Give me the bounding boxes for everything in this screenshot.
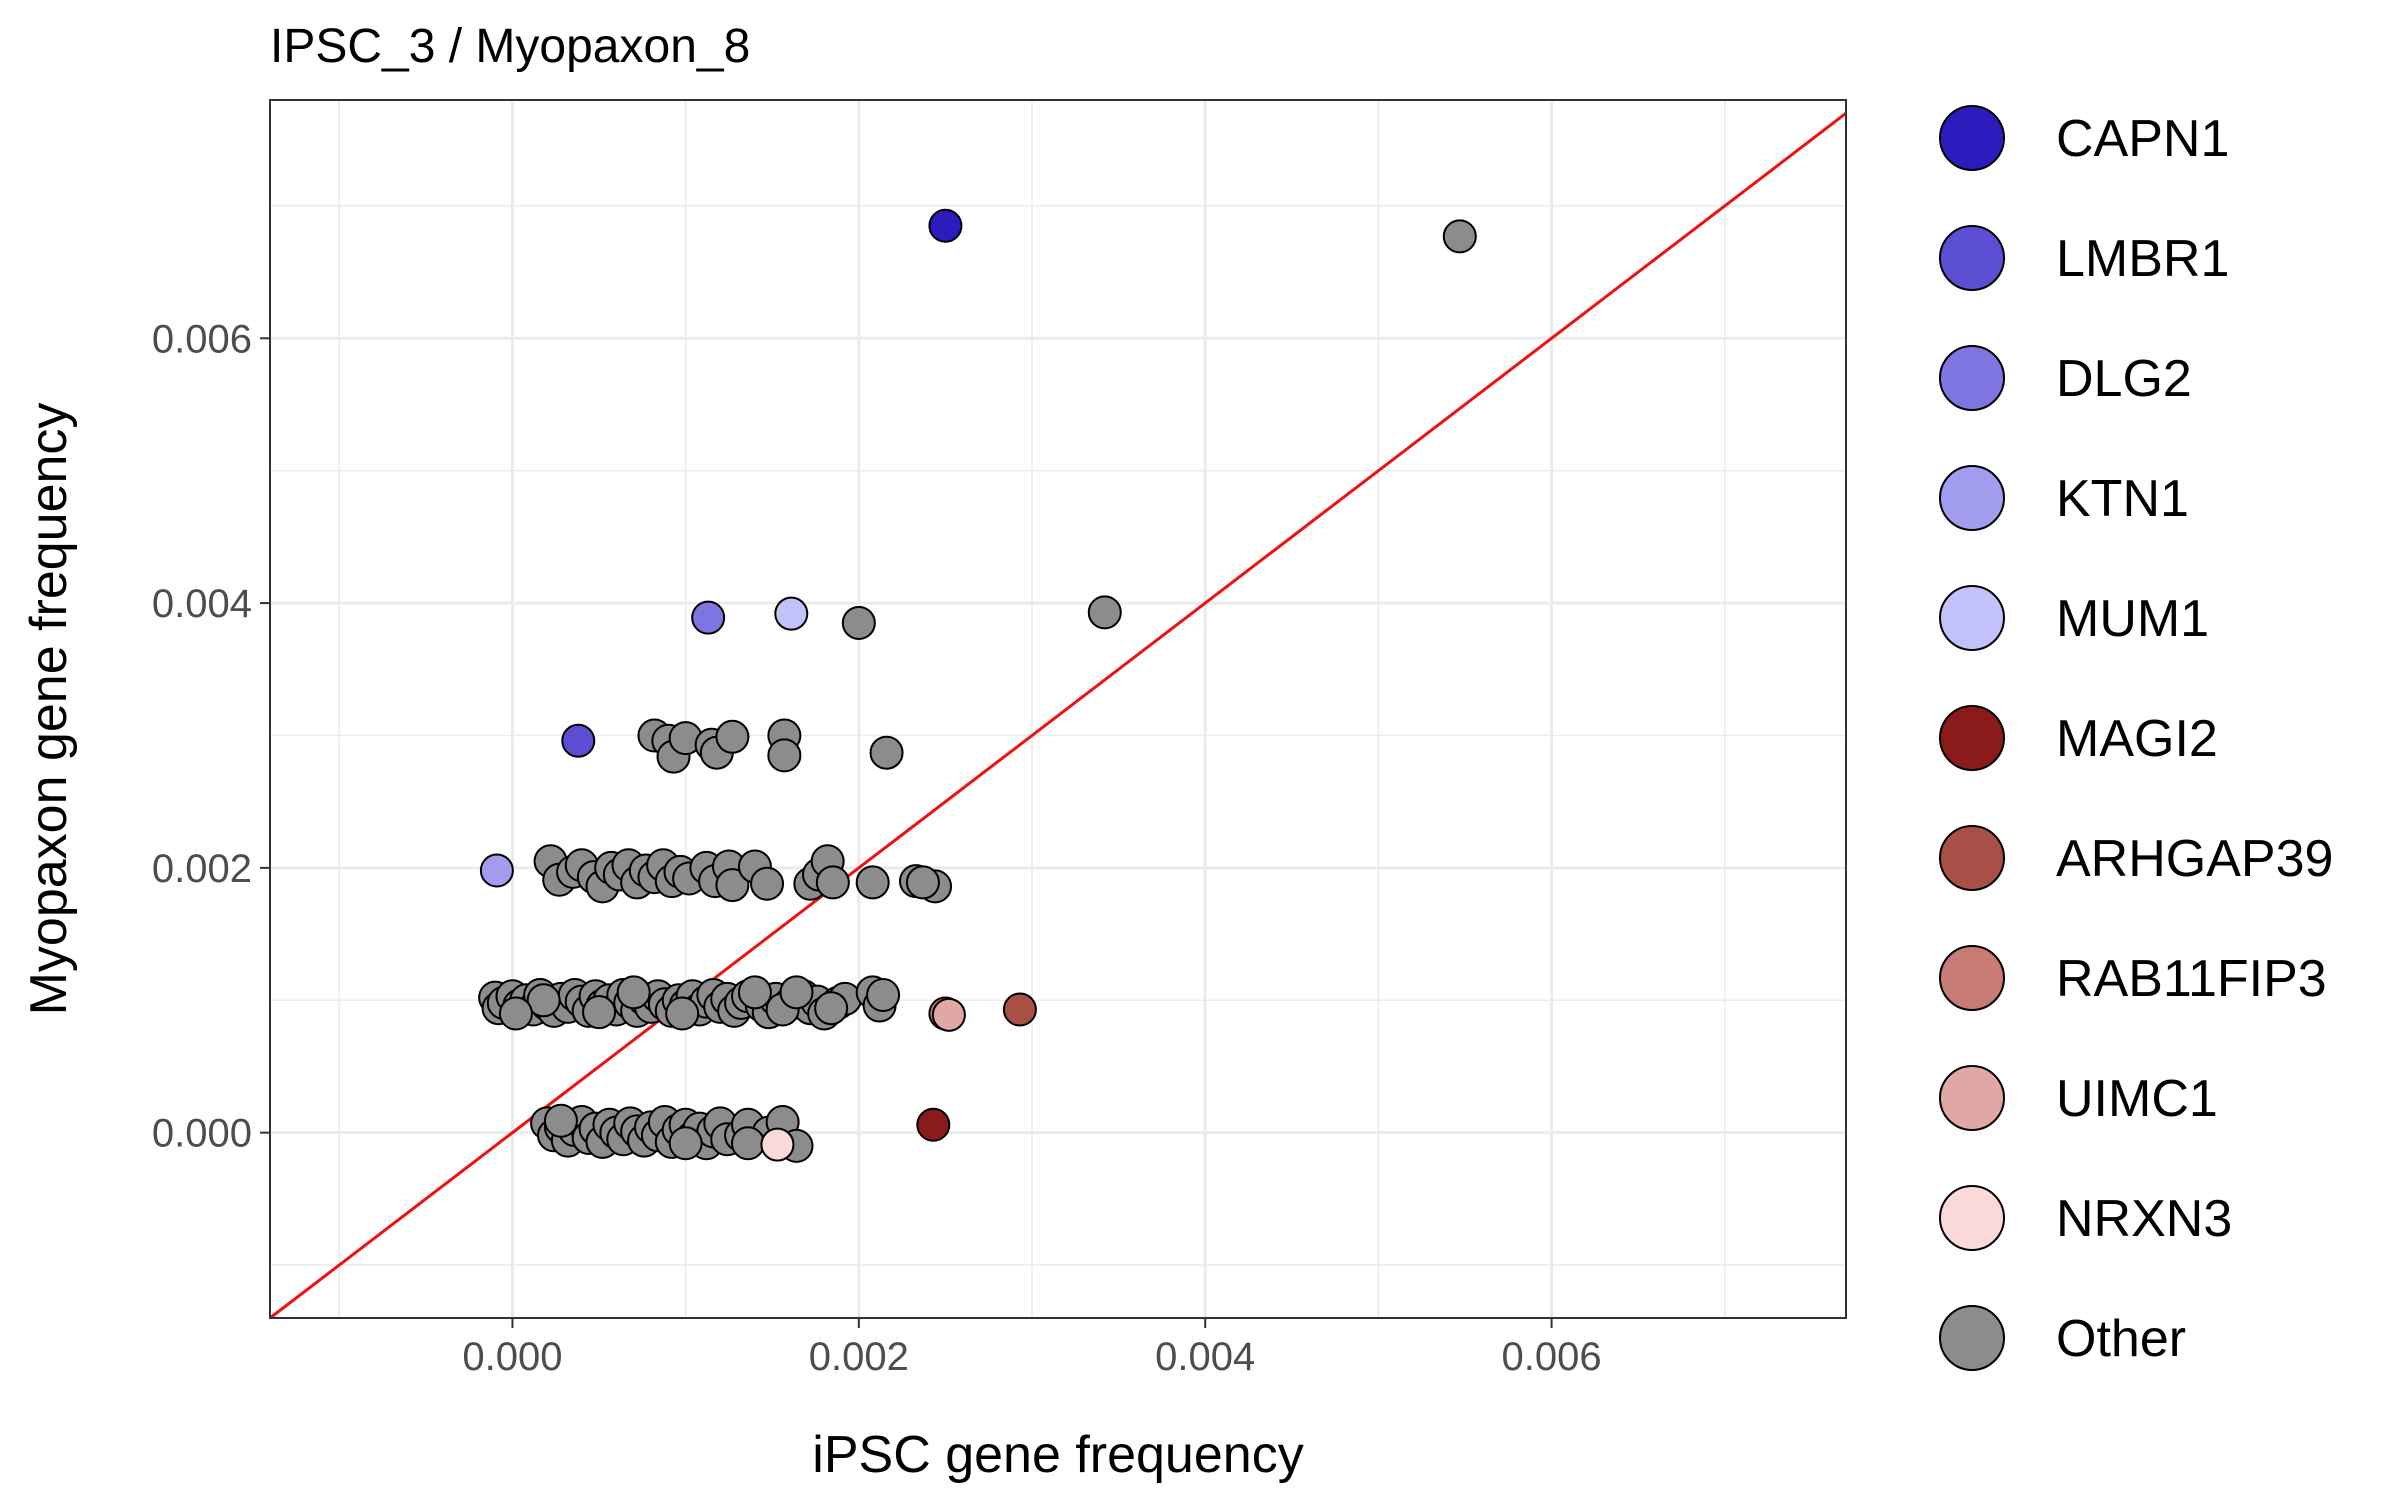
data-point-magi2 <box>916 1107 951 1142</box>
legend-label-magi2: MAGI2 <box>2056 710 2218 768</box>
x-tick-label: 0.004 <box>1155 1335 1255 1379</box>
legend-label-ktn1: KTN1 <box>2056 470 2189 528</box>
legend-key-ktn1 <box>1939 465 2005 531</box>
data-point-other <box>855 865 890 900</box>
legend-label-capn1: CAPN1 <box>2056 110 2229 168</box>
data-point-other <box>779 975 814 1010</box>
plot-panel <box>270 100 1846 1318</box>
data-point-other <box>582 995 617 1030</box>
legend-key-lmbr1 <box>1939 225 2005 291</box>
legend-key-magi2 <box>1939 705 2005 771</box>
legend: CAPN1 LMBR1 DLG2 KTN1 MUM1 MAGI2 ARHGAP39 RAB11… <box>1939 105 2333 1371</box>
y-tick-label: 0.002 <box>152 847 252 891</box>
legend-key-nrxn3 <box>1939 1185 2005 1251</box>
data-point-mum1 <box>774 596 809 631</box>
data-point-other <box>715 868 750 903</box>
data-point-other <box>730 1126 765 1161</box>
y-tick-label: 0.006 <box>152 317 252 361</box>
data-point-other <box>498 996 533 1031</box>
x-tick-label: 0.006 <box>1502 1335 1602 1379</box>
data-point-other <box>815 865 850 900</box>
data-point-other <box>1442 219 1477 254</box>
legend-key-other <box>1939 1305 2005 1371</box>
data-point-other <box>869 735 904 770</box>
legend-label-other: Other <box>2056 1310 2186 1368</box>
data-point-other <box>841 605 876 640</box>
legend-label-rab11fip3: RAB11FIP3 <box>2056 950 2327 1008</box>
data-point-ktn1 <box>479 853 514 888</box>
y-tick-label: 0.000 <box>152 1112 252 1156</box>
data-point-lmbr1 <box>561 723 596 758</box>
legend-label-uimc1: UIMC1 <box>2056 1070 2218 1128</box>
legend-label-arhgap39: ARHGAP39 <box>2056 830 2333 888</box>
data-point-uimc1 <box>931 997 966 1032</box>
data-point-other <box>737 975 772 1010</box>
x-tick-label: 0.000 <box>462 1335 562 1379</box>
legend-key-capn1 <box>1939 105 2005 171</box>
data-point-other <box>750 866 785 901</box>
legend-label-lmbr1: LMBR1 <box>2056 230 2229 288</box>
y-axis-ticks: 0.000 0.002 0.004 0.006 <box>152 317 270 1156</box>
data-point-other <box>668 1126 703 1161</box>
x-axis-title: iPSC gene frequency <box>812 1426 1303 1484</box>
data-point-other <box>665 996 700 1031</box>
data-point-other <box>543 1103 578 1138</box>
x-axis-ticks: 0.000 0.002 0.004 0.006 <box>462 1318 1602 1379</box>
legend-label-nrxn3: NRXN3 <box>2056 1190 2232 1248</box>
data-point-nrxn3 <box>760 1127 795 1162</box>
data-point-arhgap39 <box>1002 992 1037 1027</box>
y-axis-title: Myopaxon gene frequency <box>20 403 78 1016</box>
data-point-capn1 <box>928 208 963 243</box>
x-tick-label: 0.002 <box>809 1335 909 1379</box>
chart-title: IPSC_3 / Myopaxon_8 <box>270 20 750 73</box>
legend-key-rab11fip3 <box>1939 945 2005 1011</box>
legend-label-dlg2: DLG2 <box>2056 350 2192 408</box>
data-point-other <box>616 975 651 1010</box>
data-point-other <box>866 977 901 1012</box>
legend-key-arhgap39 <box>1939 825 2005 891</box>
legend-label-mum1: MUM1 <box>2056 590 2209 648</box>
data-point-dlg2 <box>691 600 726 635</box>
legend-key-dlg2 <box>1939 345 2005 411</box>
data-point-other <box>526 983 561 1018</box>
y-tick-label: 0.004 <box>152 582 252 626</box>
data-point-other <box>905 865 940 900</box>
data-point-other <box>715 719 750 754</box>
data-point-other <box>767 738 802 773</box>
legend-key-uimc1 <box>1939 1065 2005 1131</box>
legend-key-mum1 <box>1939 585 2005 651</box>
data-points <box>478 208 1477 1163</box>
data-point-other <box>814 991 849 1026</box>
data-point-other <box>1087 595 1122 630</box>
panel-border <box>269 99 1847 1319</box>
